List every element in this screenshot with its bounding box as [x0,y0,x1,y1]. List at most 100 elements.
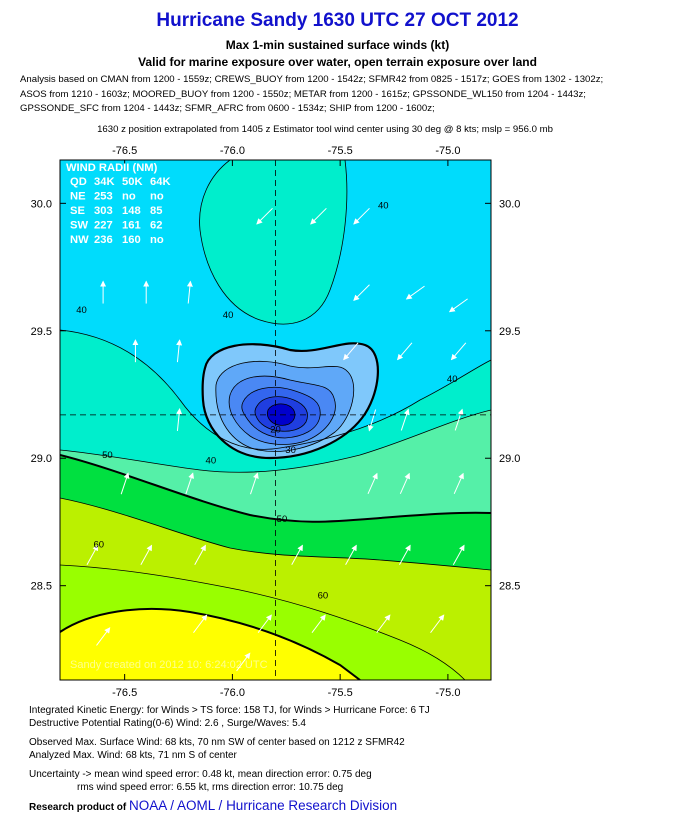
watermark: Sandy created on 2012 10: 6:24:02 UTC [70,659,268,671]
x-tick-label-bottom: -75.0 [435,687,460,699]
contour-label: 40 [76,305,87,316]
contour-label: 30 [285,445,296,456]
wind-radii-table: WIND RADII (NM) QD 34K 50K 64K NE 253 no no SE 30… [66,162,171,246]
contour-label: 40 [378,200,389,211]
x-tick-label-bottom: -75.5 [328,687,353,699]
contour-65 [60,607,361,680]
wind-vector [257,614,272,634]
observed-max-line: Observed Max. Surface Wind: 68 kts, 70 n… [29,737,405,748]
wind-radii-cell: 161 [122,220,141,232]
band-65-70 [60,608,360,680]
wind-radii-rows: QD 34K 50K 64K NE 253 no no SE 303 148 85 SW 227 161 62… [70,176,171,246]
wind-radii-cell: NE [70,191,86,203]
wind-radii-cell: 236 [94,234,113,246]
contour-20 [228,375,336,445]
contour-55 [60,497,491,571]
contour-label: 40 [447,374,458,385]
wind-vector [96,627,111,646]
analyzed-max-line: Analyzed Max. Wind: 68 kts, 71 nm S of c… [29,750,237,761]
wind-vector [120,472,130,495]
center-crosshair [60,160,491,680]
axes: -76.5 -76.5 -76.0 -76.0 -75.5 -75.5 -75.0 -75.0… [31,145,521,699]
wind-vector [236,652,251,672]
wind-radii-cell: 160 [122,234,141,246]
wind-vector [140,544,153,565]
wind-radii-header-cell: 34K [94,176,115,188]
wind-vector [343,342,359,361]
plot-frame [59,159,492,681]
wind-radii-header-cell: QD [70,176,87,188]
wind-vector [193,614,208,634]
x-tick-label-top: -76.5 [112,145,137,157]
wind-vector [176,339,183,363]
dpr-line: Destructive Potential Rating(0-6) Wind: … [29,718,306,729]
position-note: 1630 z position extrapolated from 1405 z… [97,124,553,135]
wind-vector [430,614,445,634]
y-tick-label-left: 28.5 [31,581,52,593]
wind-vector [396,342,413,361]
contour-25 [215,360,355,452]
research-org-link[interactable]: NOAA / AOML / Hurricane Research Divisio… [129,798,398,813]
wind-radii-cell: 303 [94,205,113,217]
wind-vector [194,544,206,565]
wind-vector [186,280,193,304]
wind-vector [405,285,425,300]
contour-label: 60 [318,590,329,601]
uncertainty-line: Uncertainty -> mean wind speed error: 0.… [29,769,372,780]
analysis-sources: Analysis based on CMAN from 1200 - 1559z… [20,73,670,117]
x-tick-label-bottom: -76.0 [220,687,245,699]
wind-vector [86,544,99,565]
wind-radii-header-cell: 64K [150,176,171,188]
wind-vector [185,472,195,495]
wind-radii-cell: no [122,191,136,203]
wind-vector [400,408,410,431]
x-tick-label-top: -75.0 [435,145,460,157]
y-tick-label-right: 28.5 [499,581,520,593]
contour-label: 50 [277,514,288,525]
chart-subtitle-exposure: Valid for marine exposure over water, op… [138,55,537,69]
wind-vector [367,472,378,494]
wind-vector [353,284,370,302]
wind-radii-cell: 85 [150,205,162,217]
analysis-line: GPSSONDE_SFC from 1204 - 1443z; SFMR_AFR… [20,103,435,114]
rms-error-line: rms wind speed error: 6.55 kt, rms direc… [77,782,344,793]
wind-vector [291,544,303,565]
wind-radii-title: WIND RADII (NM) [66,162,158,174]
y-tick-label-right: 29.0 [499,453,520,465]
chart-title: Hurricane Sandy 1630 UTC 27 OCT 2012 [156,10,519,31]
band-40-45-north [199,160,347,325]
contour-5 [266,403,296,426]
wind-radii-cell: no [150,191,164,203]
research-credit: Research product of NOAA / AOML / Hurric… [29,798,397,813]
contour-label: 40 [223,310,234,321]
contour-40-north [199,160,348,325]
wind-radii-cell: 227 [94,220,113,232]
x-tick-label-top: -76.0 [220,145,245,157]
wind-vector [367,409,377,432]
wind-radii-cell: NW [70,234,89,246]
contour-15 [241,386,321,439]
wind-vector [310,207,327,225]
wind-vector [399,544,411,565]
wind-radii-cell: 62 [150,220,162,232]
contour-label: 40 [206,455,217,466]
contour-label: 60 [94,539,105,550]
y-tick-label-left: 30.0 [31,198,52,210]
wind-vector [399,472,410,494]
ike-line: Integrated Kinetic Energy: for Winds > T… [29,705,430,716]
contour-label: 50 [102,450,113,461]
wind-vector [448,298,468,313]
wind-vector [452,544,465,565]
wind-vector [376,614,391,634]
y-tick-label-right: 29.5 [499,326,520,338]
y-tick-label-right: 30.0 [499,198,520,210]
y-tick-label-left: 29.5 [31,326,52,338]
analysis-line: ASOS from 1210 - 1603z; MOORED_BUOY from… [20,88,586,100]
wind-radii-cell: no [150,234,164,246]
research-label: Research product of [29,802,130,813]
y-tick-label-left: 29.0 [31,453,52,465]
wind-radii-header-cell: 50K [122,176,143,188]
x-tick-label-bottom: -76.5 [112,687,137,699]
x-tick-label-top: -75.5 [328,145,353,157]
